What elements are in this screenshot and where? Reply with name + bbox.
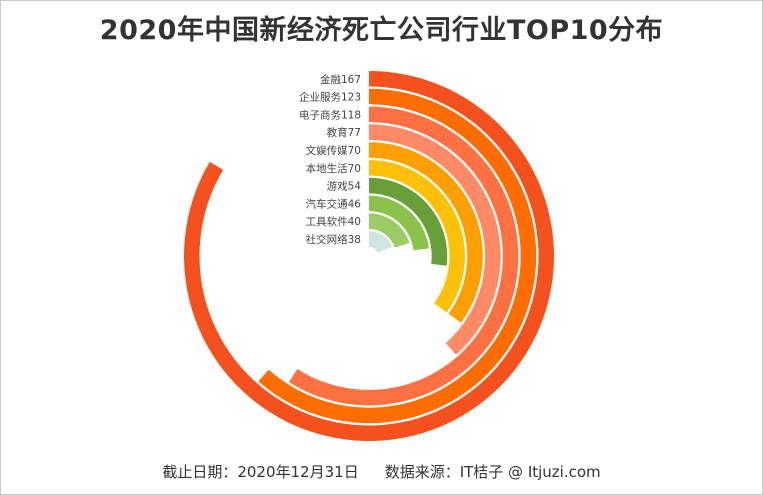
- bar-企业服务: [258, 88, 537, 424]
- bar-社交网络: [369, 231, 393, 253]
- label-文娱传媒: 文娱传媒70: [306, 144, 361, 157]
- footer-source: 数据来源：IT桔子 @ Itjuzi.com: [384, 463, 601, 481]
- footer: 截止日期：2020年12月31日 数据来源：IT桔子 @ Itjuzi.com: [0, 461, 763, 482]
- bar-游戏: [369, 177, 448, 266]
- label-教育: 教育77: [327, 126, 361, 139]
- footer-date: 截止日期：2020年12月31日: [162, 463, 359, 481]
- label-社交网络: 社交网络38: [306, 233, 361, 246]
- bar-汽车交通: [369, 195, 429, 251]
- label-金融: 金融167: [320, 73, 361, 86]
- label-本地生活: 本地生活70: [306, 162, 361, 175]
- label-工具软件: 工具软件40: [306, 215, 361, 228]
- bar-教育: [369, 124, 501, 355]
- label-游戏: 游戏54: [327, 180, 362, 193]
- bar-本地生活: [369, 159, 466, 313]
- bar-文娱传媒: [369, 142, 483, 323]
- label-汽车交通: 汽车交通46: [306, 197, 362, 210]
- label-电子商务: 电子商务118: [299, 108, 361, 121]
- label-企业服务: 企业服务123: [299, 91, 361, 104]
- bar-工具软件: [369, 213, 410, 248]
- chart-title: 2020年中国新经济死亡公司行业TOP10分布: [99, 15, 664, 46]
